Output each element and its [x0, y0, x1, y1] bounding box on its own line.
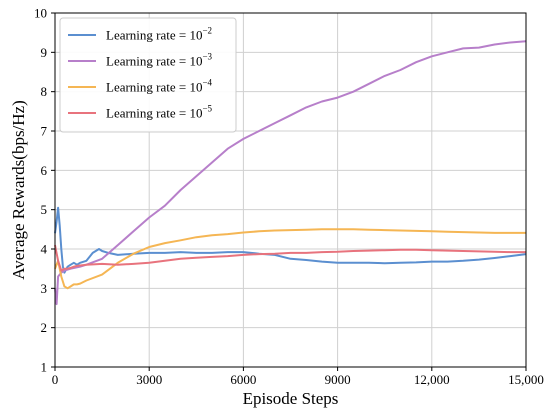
series-line-1 — [54, 206, 527, 274]
y-tick-label: 2 — [41, 320, 48, 335]
y-tick-label: 9 — [41, 45, 48, 60]
legend-label: Learning rate = 10 — [106, 106, 202, 121]
series-line-3 — [54, 228, 526, 290]
y-tick-label: 8 — [41, 84, 48, 99]
y-tick-label: 4 — [41, 242, 48, 257]
axis-ticks: 0 3000 6000 9000 12,000 15,000 1 2 3 4 5 6 7 8 9 10 — [34, 6, 544, 388]
x-tick-label: 3000 — [136, 372, 162, 387]
plot-frame — [54, 12, 527, 368]
legend-exponent: −3 — [202, 52, 212, 62]
series-line-4 — [54, 244, 526, 272]
y-tick-label: 5 — [41, 202, 48, 217]
legend-exponent: −5 — [202, 104, 212, 114]
x-tick-label: 6000 — [230, 372, 256, 387]
series-line-2 — [54, 40, 527, 306]
x-tick-label: 15,000 — [508, 372, 544, 387]
legend-label: Learning rate = 10 — [106, 80, 202, 95]
legend-entry: Learning rate = 10−4 — [106, 78, 213, 95]
y-tick-label: 1 — [41, 360, 48, 375]
legend-exponent: −4 — [202, 78, 212, 88]
y-tick-label: 6 — [41, 163, 48, 178]
legend-box — [59, 17, 237, 133]
y-tick-label: 10 — [34, 6, 47, 21]
x-tick-label: 9000 — [325, 372, 351, 387]
x-tick-label: 0 — [52, 372, 59, 387]
series-lines — [54, 40, 527, 306]
x-tick-label: 12,000 — [414, 372, 450, 387]
legend-label: Learning rate = 10 — [106, 54, 202, 69]
legend-entry: Learning rate = 10−3 — [106, 52, 213, 69]
y-tick-label: 7 — [41, 124, 48, 139]
x-axis-label: Episode Steps — [243, 389, 339, 408]
legend-exponent: −2 — [202, 26, 212, 36]
y-axis-label: Average Rewards(bps/Hz) — [9, 100, 28, 280]
y-tick-label: 3 — [41, 281, 48, 296]
legend-entry: Learning rate = 10−5 — [106, 104, 213, 121]
legend-label: Learning rate = 10 — [106, 28, 202, 43]
legend-entry: Learning rate = 10−2 — [106, 26, 212, 43]
